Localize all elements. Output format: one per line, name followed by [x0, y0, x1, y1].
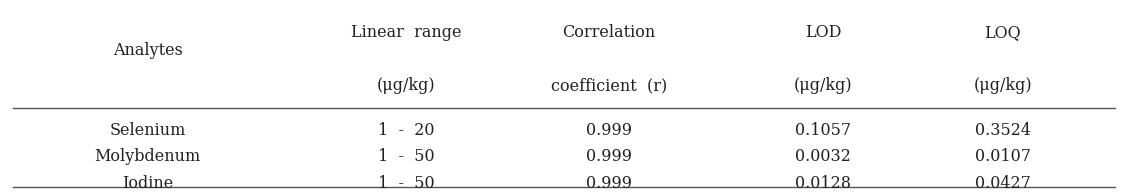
- Text: 0.0032: 0.0032: [795, 148, 851, 166]
- Text: LOQ: LOQ: [985, 24, 1021, 41]
- Text: Selenium: Selenium: [109, 122, 186, 139]
- Text: 0.999: 0.999: [587, 175, 632, 192]
- Text: (μg/kg): (μg/kg): [793, 77, 852, 94]
- Text: coefficient  (r): coefficient (r): [550, 77, 667, 94]
- Text: (μg/kg): (μg/kg): [973, 77, 1032, 94]
- Text: Analytes: Analytes: [113, 42, 183, 59]
- Text: 0.0427: 0.0427: [975, 175, 1031, 192]
- Text: 0.1057: 0.1057: [795, 122, 851, 139]
- Text: Molybdenum: Molybdenum: [95, 148, 201, 166]
- Text: 0.999: 0.999: [587, 122, 632, 139]
- Text: 0.999: 0.999: [587, 148, 632, 166]
- Text: Linear  range: Linear range: [351, 24, 461, 41]
- Text: 0.0107: 0.0107: [975, 148, 1031, 166]
- Text: 0.3524: 0.3524: [975, 122, 1031, 139]
- Text: 1  -  20: 1 - 20: [378, 122, 434, 139]
- Text: Iodine: Iodine: [122, 175, 174, 192]
- Text: Correlation: Correlation: [563, 24, 655, 41]
- Text: LOD: LOD: [804, 24, 841, 41]
- Text: (μg/kg): (μg/kg): [377, 77, 435, 94]
- Text: 1  -  50: 1 - 50: [378, 175, 434, 192]
- Text: 0.0128: 0.0128: [795, 175, 851, 192]
- Text: 1  -  50: 1 - 50: [378, 148, 434, 166]
